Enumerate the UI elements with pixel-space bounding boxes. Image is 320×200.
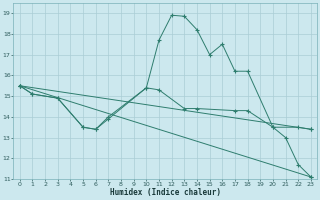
X-axis label: Humidex (Indice chaleur): Humidex (Indice chaleur) (110, 188, 221, 197)
